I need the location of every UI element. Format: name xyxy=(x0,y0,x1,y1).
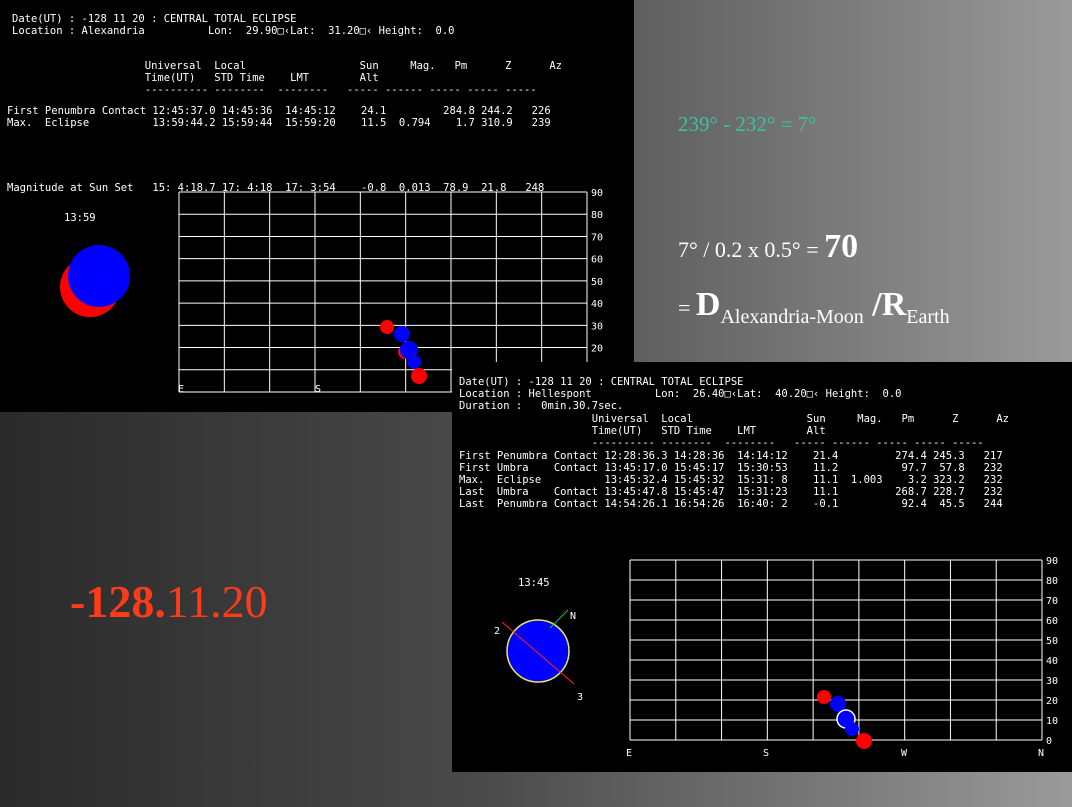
y-tick-label: 50 xyxy=(1046,636,1058,647)
header-line-date: Date(UT) : -128 11 20 : CENTRAL TOTAL EC… xyxy=(459,376,744,388)
table-row: Max. Eclipse 13:59:44.2 15:59:44 15:59:2… xyxy=(7,117,551,129)
y-tick-label: 30 xyxy=(591,321,603,332)
radius-subscript: Earth xyxy=(906,306,950,328)
moon-disc xyxy=(68,245,130,307)
column-header-rule: ---------- -------- -------- ----- -----… xyxy=(12,84,537,96)
y-tick-label: 0 xyxy=(1046,736,1052,747)
path-line-icon xyxy=(501,621,575,685)
x-tick-label: E xyxy=(626,748,632,759)
eclipsed-sun-disc xyxy=(506,619,570,683)
eclipse-time-label: 13:45 xyxy=(518,577,550,589)
contact-label-2: 2 xyxy=(494,626,500,637)
table-row: Last Penumbra Contact 14:54:26.1 16:54:2… xyxy=(459,498,1003,510)
sun-track-point xyxy=(380,320,394,334)
y-tick-label: 70 xyxy=(1046,596,1058,607)
table-row: First Penumbra Contact 12:28:36.3 14:28:… xyxy=(459,450,1003,462)
y-tick-label: 50 xyxy=(591,277,603,288)
y-tick-label: 70 xyxy=(591,232,603,243)
x-tick-label: W xyxy=(901,748,908,759)
y-tick-label: 60 xyxy=(1046,616,1058,627)
y-tick-label: 20 xyxy=(1046,696,1058,707)
header-line-date: Date(UT) : -128 11 20 : CENTRAL TOTAL EC… xyxy=(12,13,297,25)
sun-track-point xyxy=(411,368,427,384)
y-tick-label: 80 xyxy=(1046,576,1058,587)
north-line-icon xyxy=(549,609,569,629)
radius-symbol: /R xyxy=(863,286,907,323)
table-row: First Umbra Contact 13:45:17.0 15:45:17 … xyxy=(459,462,1003,474)
ratio-expression: 7° / 0.2 x 0.5° = xyxy=(678,237,825,262)
column-header-1: Universal Local Sun Mag. Pm Z Az xyxy=(12,60,562,72)
column-header-1: Universal Local Sun Mag. Pm Z Az xyxy=(459,413,1009,425)
date-year: -128. xyxy=(70,576,166,627)
column-header-rule: ---------- -------- -------- ----- -----… xyxy=(459,437,984,449)
moon-track-point xyxy=(845,722,859,736)
y-tick-label: 90 xyxy=(1046,556,1058,567)
moon-track-point xyxy=(407,355,421,369)
y-tick-label: 40 xyxy=(591,299,603,310)
y-tick-label: 20 xyxy=(591,344,603,355)
distance-symbol: D xyxy=(695,286,721,323)
y-tick-label: 90 xyxy=(591,188,603,199)
x-tick-label: E xyxy=(178,384,184,395)
column-header-2: Time(UT) STD Time LMT Alt xyxy=(459,425,826,437)
sky-chart-hellespont: N 2 3 90 80 70 60 50 40 30 20 10 0 E S W N xyxy=(494,556,1058,759)
north-label: N xyxy=(570,611,576,622)
y-tick-label: 80 xyxy=(591,210,603,221)
moon-track-point xyxy=(830,696,846,712)
azimuth-difference-equation: 239° - 232° = 7° xyxy=(678,112,817,136)
table-row: Max. Eclipse 13:45:32.4 15:45:32 15:31: … xyxy=(459,474,1003,486)
y-tick-label: 10 xyxy=(1046,716,1058,727)
sun-track-point xyxy=(856,733,872,749)
eclipse-time-label: 13:59 xyxy=(64,212,96,224)
table-row: Last Umbra Contact 13:45:47.8 15:45:47 1… xyxy=(459,486,1003,498)
sunset-row: Magnitude at Sun Set 15: 4:18.7 17: 4:18… xyxy=(7,182,545,194)
column-header-2: Time(UT) STD Time LMT Alt xyxy=(12,72,379,84)
moon-track-point xyxy=(400,341,418,359)
moon-track-point xyxy=(394,326,410,342)
eclipse-panel-alexandria: Date(UT) : -128 11 20 : CENTRAL TOTAL EC… xyxy=(0,0,634,412)
y-tick-label: 60 xyxy=(591,255,603,266)
header-line-location: Location : Hellespont Lon: 26.40□‹Lat: 4… xyxy=(459,388,902,400)
x-tick-label: N xyxy=(1038,748,1044,759)
eclipse-panel-hellespont: Date(UT) : -128 11 20 : CENTRAL TOTAL EC… xyxy=(452,362,1072,772)
y-tick-label: 40 xyxy=(1046,656,1058,667)
date-month-day: 11.20 xyxy=(165,576,268,627)
distance-subscript: Alexandria-Moon xyxy=(720,306,864,328)
x-tick-label: S xyxy=(763,748,769,759)
header-line-duration: Duration : 0min.30.7sec. xyxy=(459,400,624,412)
distance-equation: = DAlexandria-Moon /REarth xyxy=(678,286,950,329)
x-tick-label: S xyxy=(315,384,321,395)
ratio-result: 70 xyxy=(824,228,859,265)
header-line-location: Location : Alexandria Lon: 29.90□‹Lat: 3… xyxy=(12,25,455,37)
sun-track-point xyxy=(817,690,831,704)
ratio-equation: 7° / 0.2 x 0.5° = 70 xyxy=(678,228,858,266)
eclipse-date-title: -128.11.20 xyxy=(70,575,268,628)
table-row: First Penumbra Contact 12:45:37.0 14:45:… xyxy=(7,105,551,117)
equals-sign: = xyxy=(678,295,696,320)
y-tick-label: 30 xyxy=(1046,676,1058,687)
contact-label-3: 3 xyxy=(577,692,583,703)
